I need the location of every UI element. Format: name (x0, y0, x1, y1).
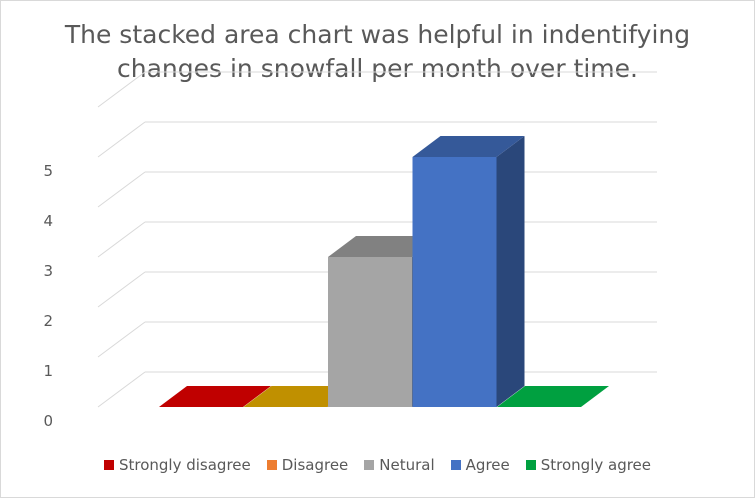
y-tick-label: 4 (43, 212, 53, 230)
bar-top-disagree (243, 386, 356, 407)
legend-item-disagree: Disagree (266, 456, 349, 474)
chart-legend: Strongly disagree Disagree Netural Agree Str… (0, 456, 755, 474)
legend-item-strongly-agree: Strongly agree (525, 456, 652, 474)
bar-netural (328, 257, 412, 407)
gridline-side (97, 321, 146, 358)
legend-item-agree: Agree (450, 456, 510, 474)
y-tick-label: 3 (43, 262, 53, 280)
bar-top-agree (412, 136, 525, 157)
bar-agree (412, 157, 497, 407)
legend-label: Disagree (281, 456, 349, 474)
chart-title-line-2: changes in snowfall per month over time. (117, 54, 638, 83)
chart-title: The stacked area chart was helpful in in… (0, 18, 755, 86)
gridline-side (97, 121, 146, 158)
y-tick-label: 5 (43, 162, 53, 180)
y-tick-label: 0 (43, 412, 53, 430)
legend-label: Agree (465, 456, 510, 474)
legend-label: Netural (379, 456, 435, 474)
legend-swatch (525, 460, 536, 470)
gridline-side (97, 271, 146, 308)
bar-side-agree (496, 136, 525, 407)
legend-swatch (364, 460, 375, 470)
y-tick-label: 2 (43, 312, 53, 330)
legend-swatch (450, 460, 461, 470)
legend-label: Strongly disagree (118, 456, 251, 474)
legend-item-netural: Netural (364, 456, 435, 474)
legend-label: Strongly agree (540, 456, 652, 474)
bar-top-strongly-agree (497, 386, 609, 407)
legend-swatch (103, 460, 114, 470)
y-tick-label: 1 (43, 362, 53, 380)
gridline-side (97, 171, 146, 208)
legend-item-strongly-disagree: Strongly disagree (103, 456, 251, 474)
gridline-side (97, 221, 146, 258)
gridline-side (97, 371, 146, 408)
bar-top-strongly-disagree (159, 386, 271, 407)
gridline-side (97, 71, 146, 108)
bar-top-netural (328, 236, 440, 257)
chart-title-line-1: The stacked area chart was helpful in in… (64, 20, 691, 49)
legend-swatch (266, 460, 277, 470)
